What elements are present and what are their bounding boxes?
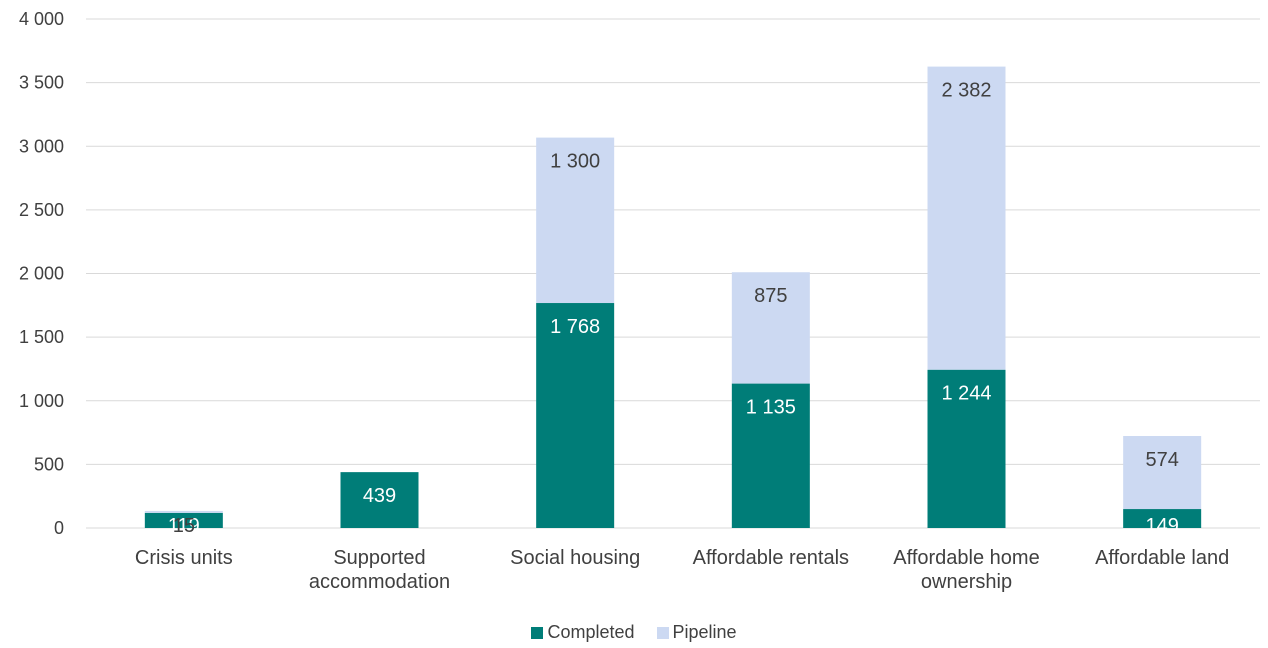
bar-pipeline	[1123, 435, 1202, 510]
x-tick-label: accommodation	[309, 571, 450, 593]
data-label-pipeline: 875	[754, 285, 787, 307]
data-label-pipeline: 574	[1145, 449, 1178, 471]
x-tick-label: Affordable home	[893, 547, 1039, 569]
bar-completed	[1123, 509, 1202, 528]
data-label-completed: 149	[1145, 515, 1178, 537]
data-label-completed: 119	[168, 515, 200, 537]
x-tick-label: Affordable rentals	[693, 547, 849, 569]
legend-swatch-pipeline	[656, 626, 669, 639]
legend-label-pipeline: Pipeline	[672, 622, 737, 642]
data-label-pipeline: 15	[173, 515, 195, 537]
gridlines	[86, 18, 1260, 529]
y-tick-label: 1 500	[19, 327, 64, 347]
data-label-completed: 1 244	[941, 383, 991, 405]
x-tick-label: Crisis units	[135, 547, 233, 569]
y-tick-label: 1 000	[19, 391, 64, 411]
data-label-completed: 439	[363, 485, 396, 507]
bar-completed	[144, 512, 223, 528]
y-tick-label: 0	[54, 518, 64, 538]
legend-swatch-completed	[531, 626, 544, 639]
x-tick-label: ownership	[921, 571, 1012, 593]
y-tick-label: 3 500	[19, 73, 64, 93]
bar-completed	[536, 303, 615, 528]
y-tick-label: 500	[34, 454, 64, 474]
y-tick-label: 2 000	[19, 264, 64, 284]
bar-completed	[340, 472, 419, 528]
bar-pipeline	[144, 510, 223, 513]
x-tick-label: Social housing	[510, 547, 640, 569]
data-label-pipeline: 2 382	[941, 80, 991, 102]
legend-item-pipeline: Pipeline	[656, 622, 737, 643]
data-label-completed: 1 135	[746, 397, 796, 419]
legend-item-completed: Completed	[531, 622, 635, 643]
y-tick-label: 4 000	[19, 9, 64, 29]
bar-completed	[731, 383, 810, 528]
data-label-pipeline: 1 300	[550, 151, 600, 173]
bar-completed	[927, 369, 1006, 528]
bar-pipeline	[927, 66, 1006, 370]
bar-pipeline	[536, 137, 615, 304]
x-tick-label: Supported	[333, 547, 425, 569]
legend-label-completed: Completed	[547, 622, 635, 642]
y-tick-label: 3 000	[19, 136, 64, 156]
bar-pipeline	[731, 272, 810, 384]
x-tick-label: Affordable land	[1095, 547, 1229, 569]
y-tick-label: 2 500	[19, 200, 64, 220]
data-label-completed: 1 768	[550, 316, 600, 338]
legend: Completed Pipeline	[0, 622, 1268, 643]
y-axis: 0 500 1 000 1 500 2 000 2 500 3 000 3 500 4 000	[19, 9, 64, 538]
